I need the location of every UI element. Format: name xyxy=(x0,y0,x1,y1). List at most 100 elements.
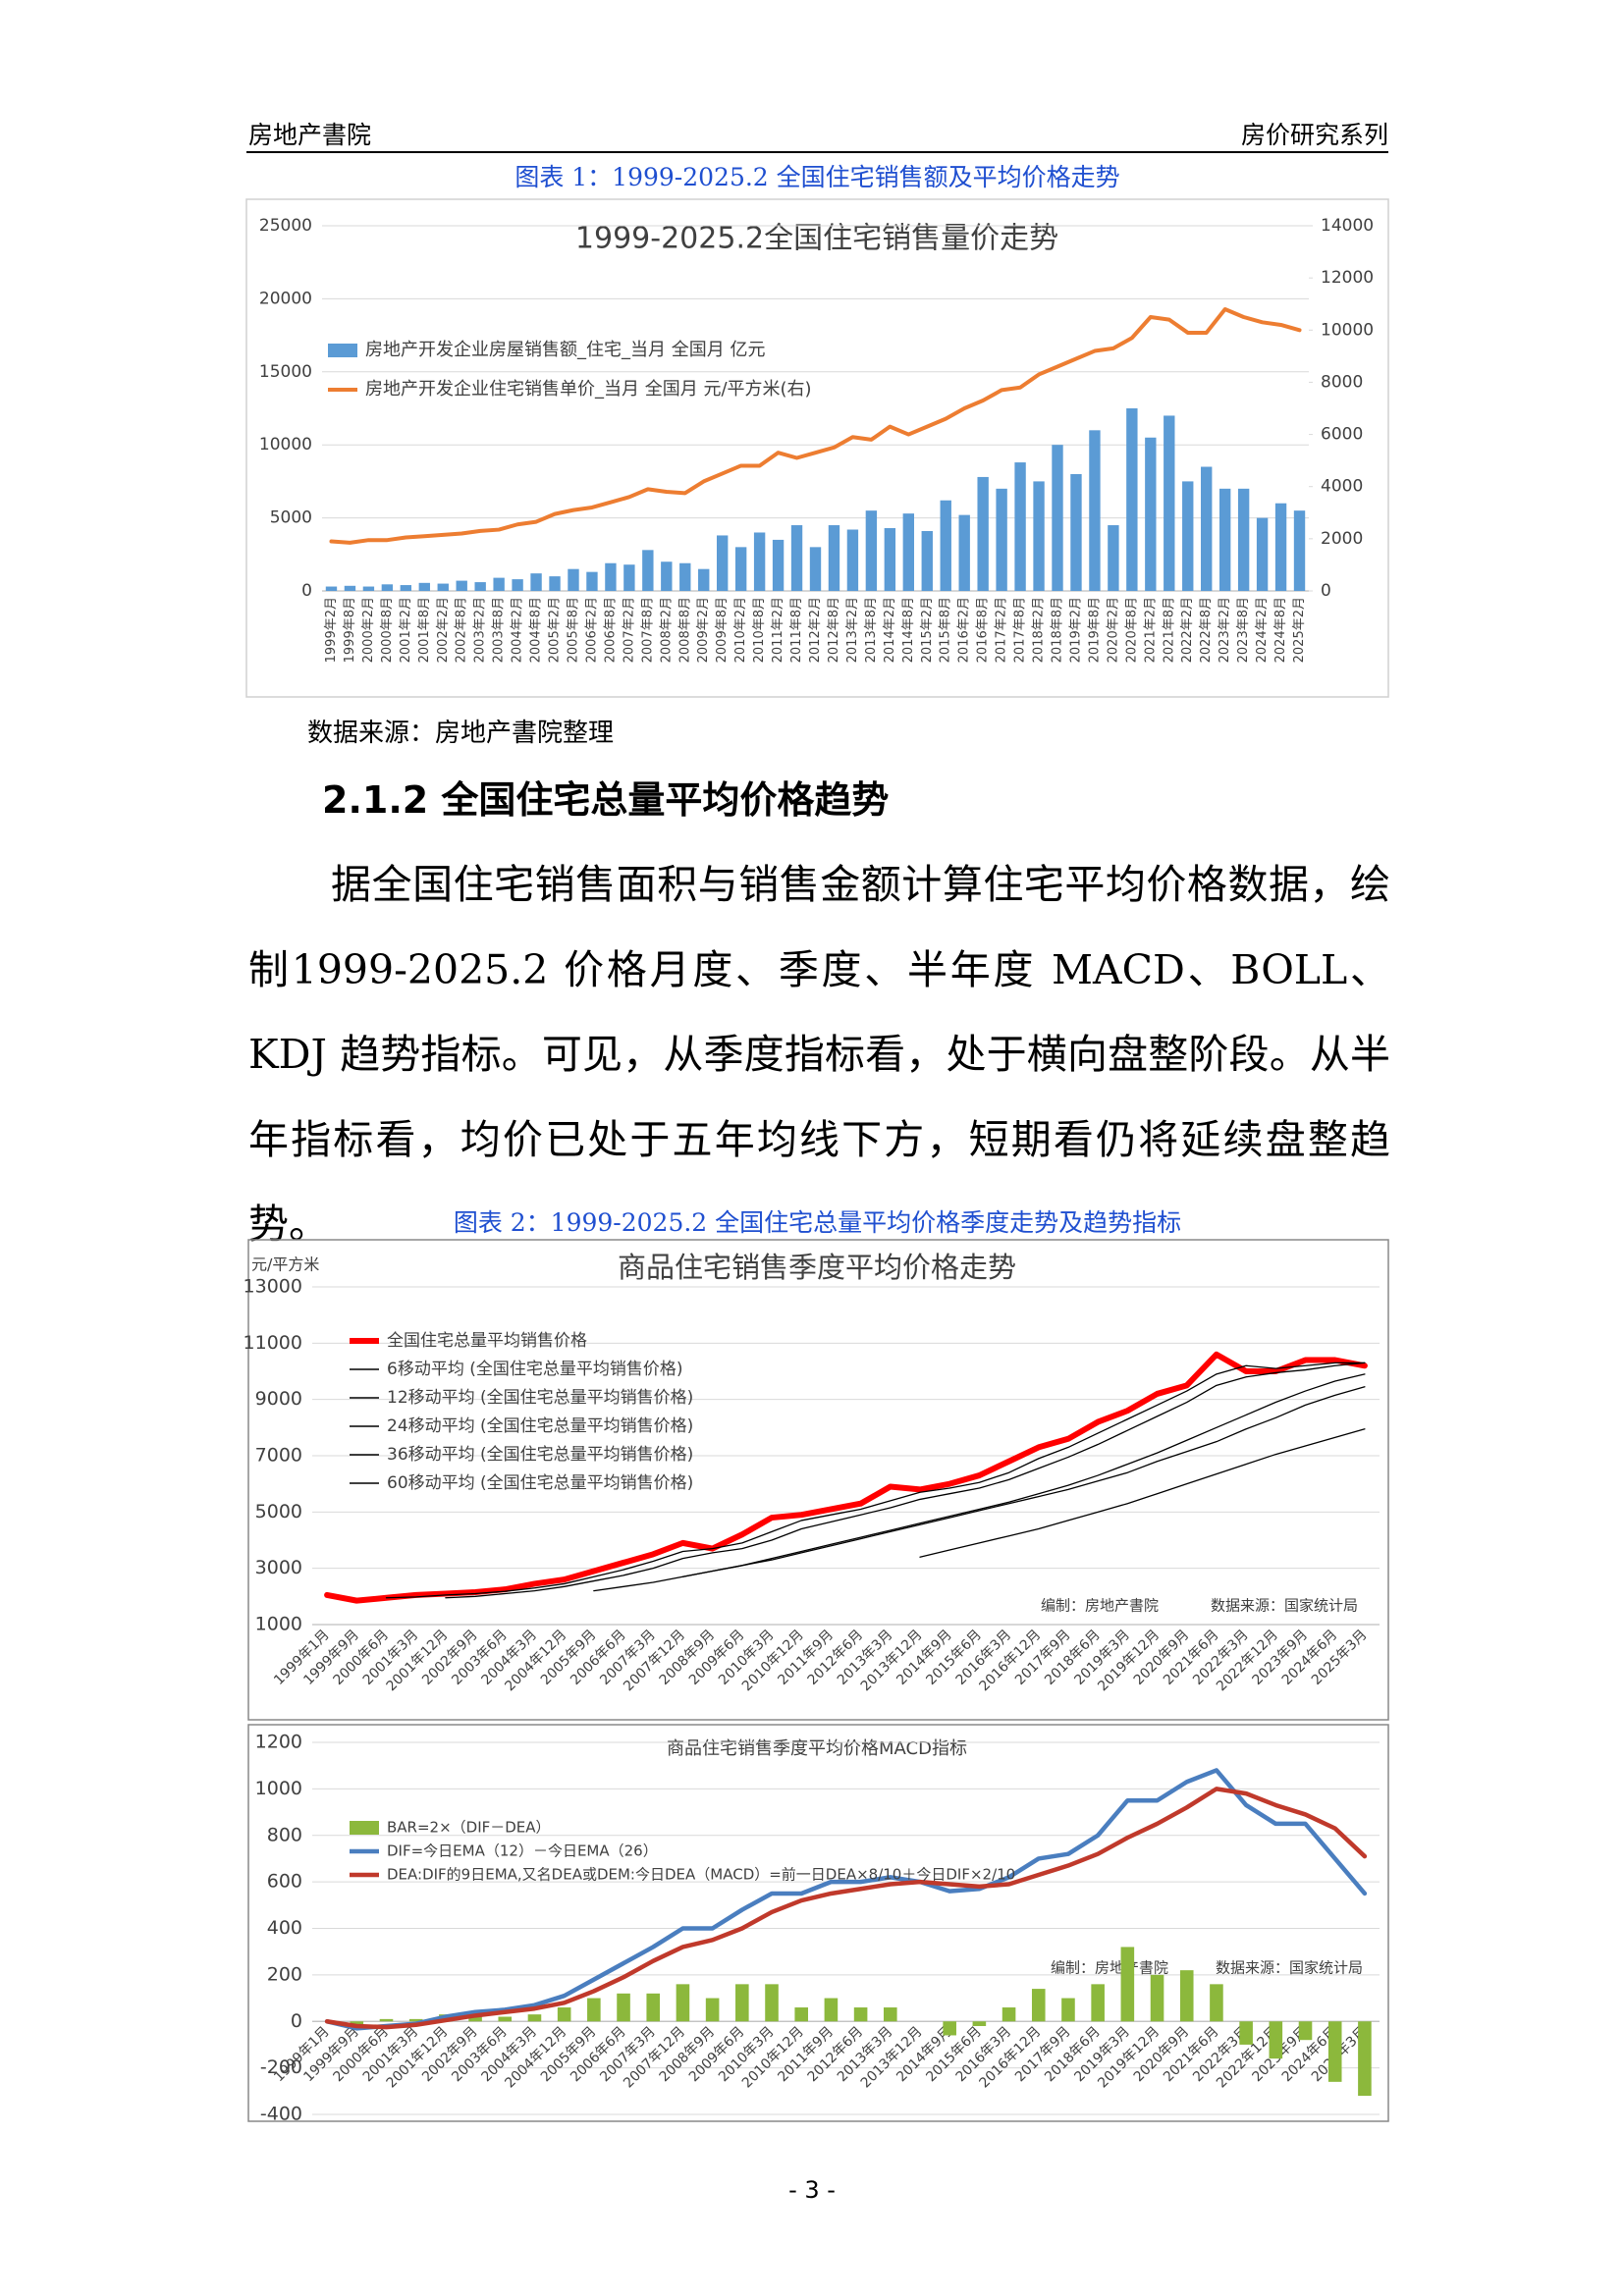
bar xyxy=(884,528,896,591)
chart-title: 商品住宅销售季度平均价格MACD指标 xyxy=(667,1738,967,1759)
y-tick-label: 25000 xyxy=(259,216,312,236)
x-tick-label: 2011年8月 xyxy=(789,597,804,663)
x-tick-label: 2018年2月 xyxy=(1032,597,1047,663)
bar xyxy=(362,586,375,591)
bar xyxy=(794,2007,809,2022)
bar xyxy=(437,583,449,591)
bar xyxy=(734,547,747,591)
header-rule xyxy=(246,151,1388,153)
bar xyxy=(772,539,785,591)
bar xyxy=(943,2021,956,2036)
bar xyxy=(468,2014,482,2022)
y2-tick-label: 14000 xyxy=(1321,216,1374,236)
legend-swatch xyxy=(350,1821,379,1835)
x-tick-label: 2009年8月 xyxy=(715,597,730,663)
bar xyxy=(586,571,598,591)
bar xyxy=(698,568,710,591)
bar xyxy=(512,579,523,591)
x-tick-label: 2010年8月 xyxy=(752,597,767,663)
y-tick-label: 7000 xyxy=(255,1445,302,1467)
bar xyxy=(1031,1989,1046,2022)
x-tick-label: 2001年2月 xyxy=(399,597,413,663)
bar xyxy=(972,2021,987,2026)
bar xyxy=(617,1993,630,2022)
x-tick-label: 2019年2月 xyxy=(1068,597,1083,663)
x-tick-label: 1999年2月 xyxy=(324,597,339,663)
header-right: 房价研究系列 xyxy=(1240,121,1388,149)
x-tick-label: 2019年8月 xyxy=(1087,597,1102,663)
bar xyxy=(921,530,933,591)
bar xyxy=(1274,503,1287,591)
x-tick-label: 2003年8月 xyxy=(492,597,507,663)
bar xyxy=(557,2007,571,2022)
annotation: 编制：房地产書院 xyxy=(1051,1959,1168,1977)
bar xyxy=(735,1984,749,2022)
y-tick-label: 200 xyxy=(267,1963,302,1985)
bar xyxy=(1293,510,1306,591)
bar xyxy=(661,561,673,591)
bar xyxy=(824,1998,839,2022)
legend-label: 24移动平均 (全国住宅总量平均销售价格) xyxy=(387,1416,693,1436)
bar xyxy=(1120,1947,1135,2022)
x-tick-label: 2016年2月 xyxy=(957,597,972,663)
y2-tick-label: 8000 xyxy=(1321,372,1363,392)
bar xyxy=(790,525,803,591)
bar xyxy=(350,2021,364,2026)
y-tick-label: 1000 xyxy=(255,1778,302,1799)
bar xyxy=(587,1998,601,2022)
bar xyxy=(865,510,878,591)
y2-tick-label: 12000 xyxy=(1321,268,1374,288)
bar xyxy=(325,586,338,591)
x-tick-label: 2023年2月 xyxy=(1218,597,1232,663)
x-tick-label: 2024年2月 xyxy=(1255,597,1270,663)
bar xyxy=(1001,2007,1016,2022)
x-tick-label: 2007年8月 xyxy=(640,597,655,663)
x-tick-label: 2017年8月 xyxy=(1013,597,1028,663)
header-left: 房地产書院 xyxy=(248,121,372,149)
bar xyxy=(1239,2021,1253,2045)
bar xyxy=(642,550,654,591)
x-tick-label: 2008年2月 xyxy=(659,597,674,663)
x-tick-label: 2005年2月 xyxy=(548,597,563,663)
y2-tick-label: 6000 xyxy=(1321,425,1363,445)
bar xyxy=(400,585,412,591)
bar xyxy=(828,525,840,591)
bar xyxy=(1126,408,1138,591)
bar xyxy=(940,500,951,591)
paragraph: 据全国住宅销售面积与销售金额计算住宅平均价格数据，绘制1999-2025.2 价… xyxy=(248,861,1390,1248)
bar xyxy=(1164,415,1175,591)
x-tick-label: 2009年2月 xyxy=(696,597,711,663)
bar xyxy=(568,568,579,591)
y-tick-label: 9000 xyxy=(255,1388,302,1410)
bar xyxy=(1298,2021,1313,2041)
bar xyxy=(549,576,561,591)
chart-title: 1999-2025.2全国住宅销售量价走势 xyxy=(575,222,1058,256)
bar xyxy=(1014,462,1026,591)
bar xyxy=(1182,481,1194,591)
x-tick-label: 2014年8月 xyxy=(901,597,916,663)
x-tick-label: 2013年8月 xyxy=(864,597,879,663)
bar xyxy=(527,2014,542,2022)
x-tick-label: 2021年2月 xyxy=(1143,597,1158,663)
bar xyxy=(474,582,486,591)
bar xyxy=(676,1984,690,2022)
x-tick-label: 2004年8月 xyxy=(529,597,544,663)
chart-title: 商品住宅销售季度平均价格走势 xyxy=(618,1251,1016,1284)
bar xyxy=(344,585,356,591)
bar xyxy=(493,577,505,591)
y-tick-label: 1200 xyxy=(255,1732,302,1753)
bar xyxy=(1089,430,1101,591)
x-tick-label: 2025年2月 xyxy=(1292,597,1307,663)
bar xyxy=(996,488,1007,591)
x-tick-label: 2022年8月 xyxy=(1199,597,1214,663)
x-tick-label: 2003年2月 xyxy=(473,597,488,663)
bar xyxy=(456,580,467,591)
legend-label: 60移动平均 (全国住宅总量平均销售价格) xyxy=(387,1473,693,1493)
figure-source: 数据来源：房地产書院整理 xyxy=(307,719,615,748)
bar xyxy=(958,514,970,591)
line xyxy=(919,1428,1366,1558)
x-tick-label: 2007年2月 xyxy=(622,597,636,663)
y-tick-label: 800 xyxy=(267,1824,302,1845)
y2-tick-label: 0 xyxy=(1321,581,1331,601)
